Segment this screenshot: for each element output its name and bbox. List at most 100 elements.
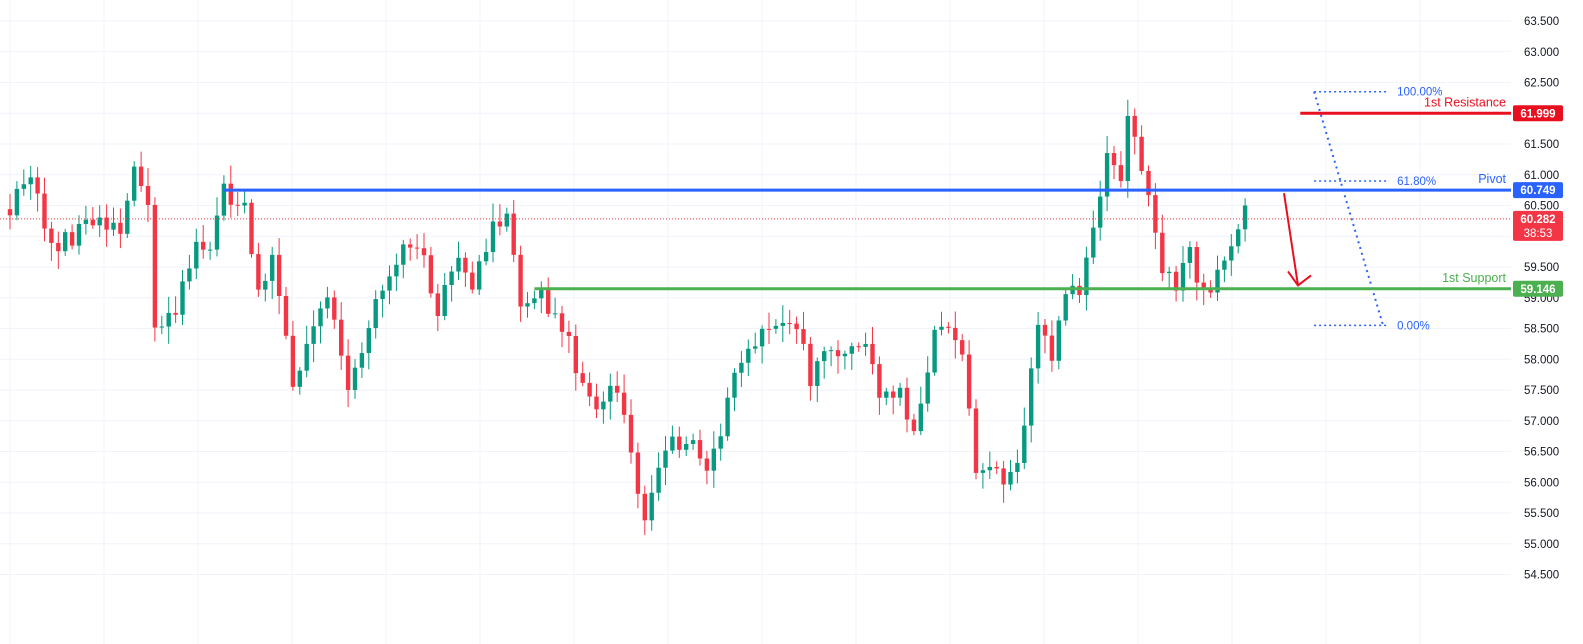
candle [587,372,592,406]
projection-arrow[interactable] [1283,193,1312,287]
arrow-head[interactable] [1287,270,1312,287]
candle [608,373,613,420]
candle [1215,255,1220,301]
candle [304,325,309,378]
candle [311,310,316,363]
current-price-tag [1513,210,1563,241]
y-axis-ticks: 54.500 55.000 55.500 56.000 56.500 57.000 57.5… [1524,16,1559,582]
candle [525,292,530,318]
candle [642,485,647,536]
candle [152,197,158,342]
candle [1104,136,1110,212]
candle [1070,273,1075,300]
arrow-shaft[interactable] [1283,193,1299,286]
candle [773,319,779,334]
candle [532,290,537,310]
candle [97,205,102,238]
candle [332,290,337,329]
candle [911,413,917,436]
candle [63,228,68,256]
y-tick-label: 55.000 [1524,539,1559,551]
candle [463,252,468,288]
candle [1111,146,1117,180]
candle [863,332,868,356]
y-tick-label: 61.000 [1524,170,1559,182]
candle [1146,165,1151,207]
candle [401,239,406,279]
candle [504,207,509,232]
level-label: 1st Support [1442,271,1506,285]
candle [932,325,937,376]
candle [35,167,40,212]
candle [180,270,185,325]
level-label: 1st Resistance [1424,95,1506,109]
candle [1242,198,1248,242]
candle [1015,449,1020,484]
candle [552,297,558,319]
candle [1077,278,1082,304]
candle [345,339,351,408]
candle [456,241,461,280]
candle [21,169,26,196]
candle [690,433,696,450]
candle [194,228,199,280]
candle [187,254,192,290]
candle [601,391,606,424]
candle [1187,241,1193,279]
countdown-text: 38:53 [1524,228,1553,240]
candle [497,204,503,236]
candle [207,241,213,260]
candle [835,340,841,374]
support-resistance-levels[interactable]: 1st Resistance Pivot 1st Support [223,95,1511,291]
candle [28,166,33,200]
candle [656,452,661,501]
y-tick-label: 59.500 [1524,262,1559,274]
fib-trend-line[interactable] [1313,91,1385,326]
candle [822,346,827,379]
candle [125,193,130,239]
candle [470,261,475,294]
candle [1029,357,1034,443]
fibonacci-retracement[interactable]: 100.00% 61.80% 0.00% [1313,87,1443,333]
candle [1229,234,1234,276]
candle [801,311,806,351]
level-price-tag-text: 61.999 [1520,108,1555,120]
candle [256,242,261,297]
candle [711,431,716,488]
candle [1180,246,1186,302]
candle [1084,246,1089,311]
candle [732,368,737,412]
y-tick-label: 57.000 [1524,416,1559,428]
candle [394,253,399,292]
candle [290,320,296,391]
candle [966,340,972,416]
candle [221,175,227,221]
candle [987,451,992,479]
fib-level-label: 100.00% [1397,87,1442,99]
candle [1049,320,1055,372]
price-tags: 61.999 60.749 59.146 60.282 38:53 [1513,105,1563,297]
level-price-tag-text: 60.749 [1520,185,1555,197]
y-tick-label: 56.000 [1524,477,1559,489]
candle [559,306,565,348]
candle [780,305,785,343]
candle [670,425,675,454]
candle [318,301,323,344]
candle [201,224,206,259]
candle [842,350,848,370]
candle [759,325,765,364]
y-tick-label: 61.500 [1524,139,1559,151]
candle [739,351,744,387]
candle [104,204,109,247]
candle [566,320,572,354]
candle [1042,318,1048,354]
y-tick-label: 57.500 [1524,385,1559,397]
candle [953,311,958,359]
y-tick-label: 63.500 [1524,16,1559,28]
level-price-tag-text: 59.146 [1520,284,1555,296]
candle [725,387,730,441]
fib-level-label: 0.00% [1397,320,1430,332]
candle [1008,459,1013,491]
candle [649,475,654,531]
